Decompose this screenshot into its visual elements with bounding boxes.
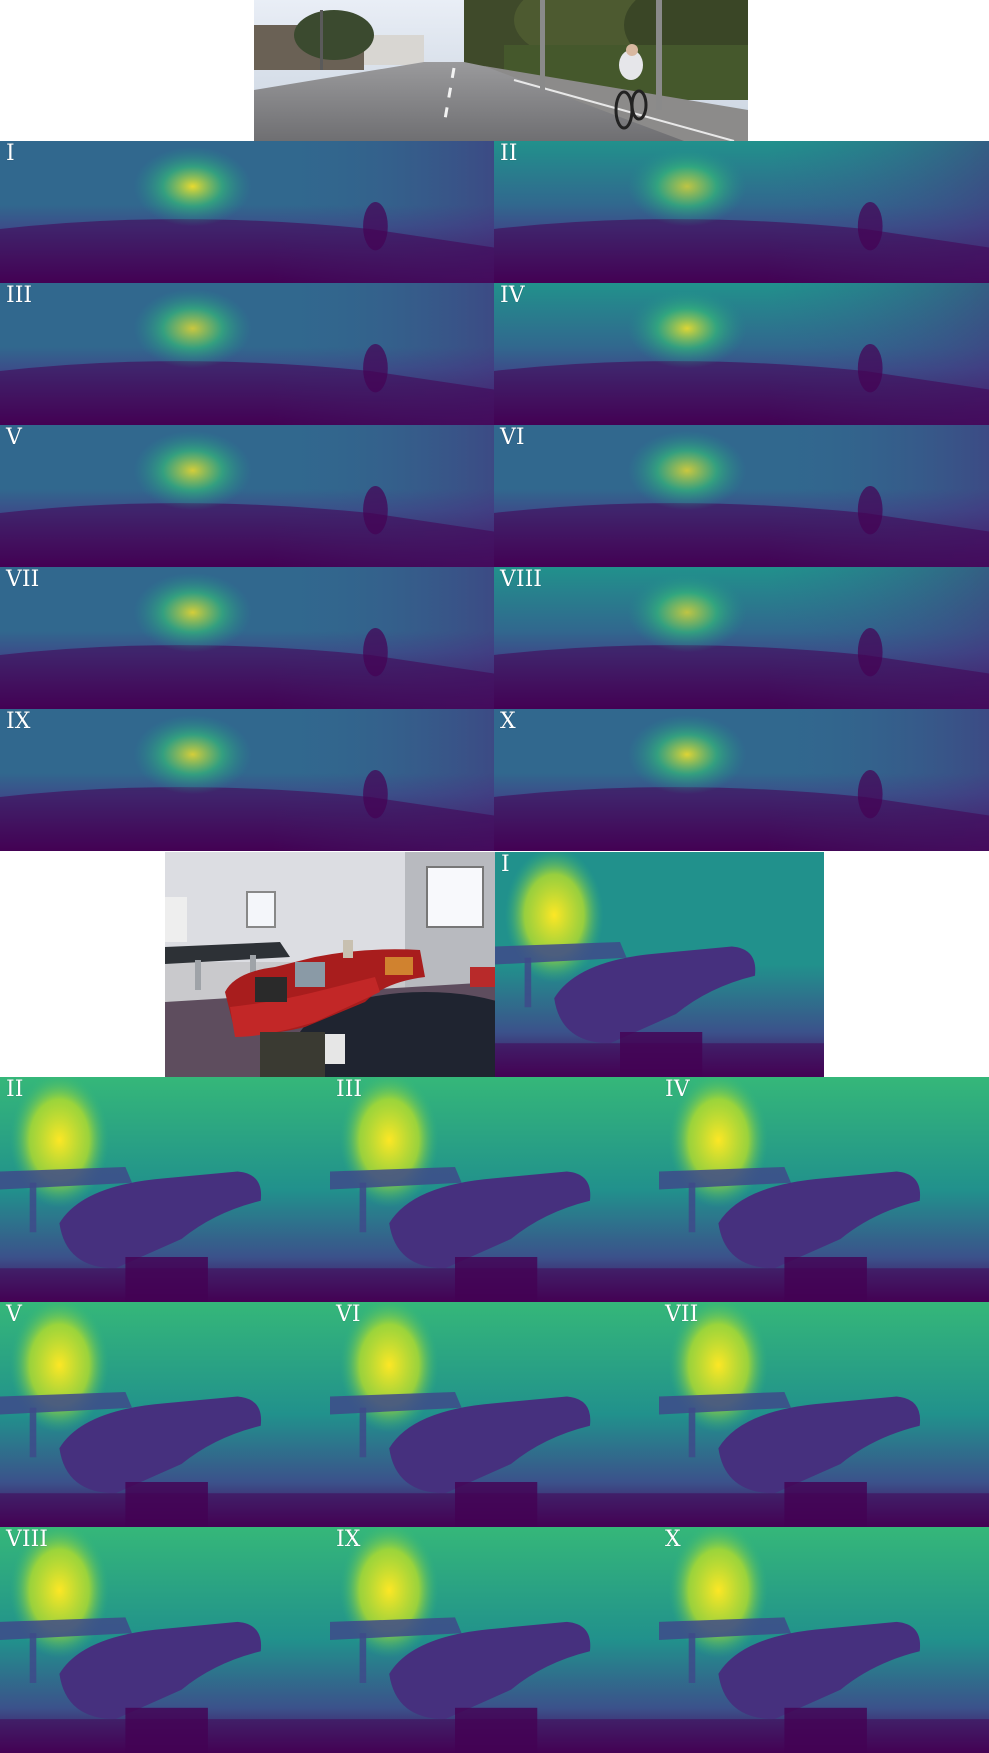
indoor-depth-panel-VIII: VIII <box>0 1527 330 1753</box>
panel-label: V <box>6 1302 22 1327</box>
panel-label: IX <box>6 709 31 734</box>
indoor-depth-panel-X: X <box>659 1527 989 1753</box>
panel-label: VIII <box>500 567 542 592</box>
panel-label: VIII <box>6 1527 48 1552</box>
indoor-depth-panel-IV: IV <box>659 1077 989 1302</box>
panel-label: IX <box>336 1527 361 1552</box>
indoor-depth-panel-IX: IX <box>330 1527 659 1753</box>
indoor-rgb-photo <box>165 852 495 1077</box>
street-depth-panel-VI: VI <box>494 425 989 567</box>
indoor-depth-panel-V: V <box>0 1302 330 1527</box>
indoor-depth-panel-II: II <box>0 1077 330 1302</box>
indoor-depth-panel-VII: VII <box>659 1302 989 1527</box>
panel-label: X <box>500 709 516 734</box>
street-depth-panel-IV: IV <box>494 283 989 425</box>
panel-label: III <box>6 283 33 308</box>
street-depth-panel-III: III <box>0 283 494 425</box>
street-depth-panel-X: X <box>494 709 989 851</box>
street-depth-panel-VII: VII <box>0 567 494 709</box>
panel-label: I <box>501 852 510 877</box>
street-depth-panel-VIII: VIII <box>494 567 989 709</box>
indoor-depth-panel-VI: VI <box>330 1302 659 1527</box>
panel-label: VII <box>665 1302 699 1327</box>
street-depth-panel-V: V <box>0 425 494 567</box>
panel-label: IV <box>500 283 525 308</box>
panel-label: VI <box>500 425 525 450</box>
panel-label: III <box>336 1077 363 1102</box>
panel-label: IV <box>665 1077 690 1102</box>
indoor-depth-panel-I: I <box>495 852 824 1077</box>
panel-label: VI <box>336 1302 361 1327</box>
indoor-depth-panel-III: III <box>330 1077 659 1302</box>
street-depth-panel-I: I <box>0 141 494 283</box>
street-depth-panel-IX: IX <box>0 709 494 851</box>
panel-label: II <box>6 1077 24 1102</box>
street-depth-panel-II: II <box>494 141 989 283</box>
panel-label: X <box>665 1527 681 1552</box>
panel-label: V <box>6 425 22 450</box>
street-rgb-photo <box>254 0 748 141</box>
panel-label: I <box>6 141 15 166</box>
panel-label: II <box>500 141 518 166</box>
panel-label: VII <box>6 567 40 592</box>
